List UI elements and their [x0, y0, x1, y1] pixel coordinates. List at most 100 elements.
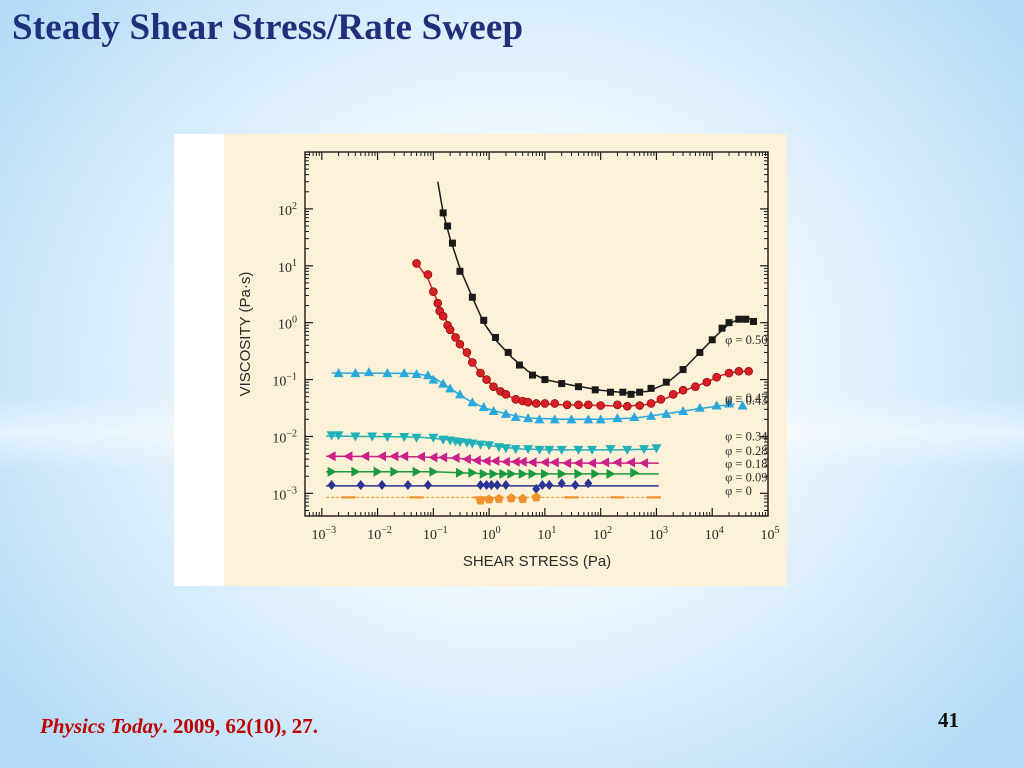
series-0-point — [591, 386, 599, 394]
series-4-point — [539, 457, 549, 468]
citation-details: . 2009, 62(10), 27. — [162, 714, 319, 738]
series-4-point — [549, 457, 559, 468]
x-tick-label: 104 — [705, 525, 724, 543]
series-4-point — [510, 456, 520, 467]
series-2-point — [363, 367, 374, 377]
series-4-point — [527, 457, 537, 468]
series-2-point — [678, 406, 689, 416]
series-6-point — [377, 480, 386, 491]
citation-journal: Physics Today — [40, 714, 163, 738]
series-4-point — [461, 454, 471, 465]
series-0-point — [696, 348, 704, 356]
series-1-point — [476, 368, 485, 378]
series-0-point — [718, 324, 726, 332]
series-1-point — [455, 339, 465, 349]
series-4-point — [415, 451, 425, 462]
series-1-point — [523, 397, 533, 407]
series-3-point — [639, 445, 650, 455]
series-6-point — [487, 480, 496, 491]
y-axis-title: VISCOSITY (Pa·s) — [237, 272, 254, 397]
series-1-point — [550, 399, 560, 408]
series-1-label: φ = 0.47 — [725, 391, 767, 405]
series-5-point — [499, 468, 509, 479]
series-3-point — [438, 435, 449, 445]
series-0-point — [679, 366, 687, 374]
x-axis-title: SHEAR STRESS (Pa) — [463, 553, 611, 570]
series-6-point — [423, 480, 432, 491]
series-3-point — [382, 432, 393, 442]
series-5-point — [630, 467, 640, 478]
series-1-point — [574, 400, 583, 410]
series-0-point — [444, 222, 452, 230]
series-0-point — [742, 315, 750, 323]
series-1-point — [656, 395, 666, 404]
series-0-point — [735, 315, 743, 323]
series-1-point — [724, 368, 734, 378]
series-3-point — [399, 432, 410, 442]
series-6-point — [538, 480, 547, 491]
series-1-point — [668, 390, 678, 399]
series-1-point — [678, 385, 688, 395]
series-2-point — [399, 368, 410, 378]
series-1-point — [734, 366, 744, 376]
series-1-point — [501, 390, 511, 399]
series-5-point — [351, 466, 361, 477]
series-5-point — [412, 466, 422, 477]
series-3-point — [411, 433, 422, 443]
series-4-point — [428, 452, 438, 463]
series-5-point — [606, 468, 616, 479]
series-3-point — [573, 445, 584, 455]
series-2-point — [454, 389, 465, 399]
series-7-point — [494, 493, 504, 503]
series-1-point — [489, 382, 498, 391]
series-0-point — [480, 316, 488, 324]
series-1-point — [412, 259, 421, 268]
x-tick-label: 101 — [537, 525, 556, 543]
series-0-point — [725, 319, 733, 327]
series-7-point — [475, 495, 486, 505]
series-6-point — [545, 480, 554, 491]
series-1-point — [468, 358, 477, 367]
series-6-point — [403, 480, 412, 491]
series-3-point — [333, 431, 344, 441]
series-2-point — [661, 408, 672, 418]
series-0-point — [619, 388, 627, 396]
series-5-point — [390, 466, 400, 477]
series-4-point — [500, 456, 510, 467]
y-tick-label: 100 — [278, 315, 297, 333]
series-2-point — [583, 414, 594, 424]
series-2-point — [629, 411, 640, 421]
series-1-point — [646, 399, 656, 408]
series-0-point — [515, 361, 523, 369]
figure-frame: 10−3 10−2 10−1 100 101 102 103 104 105 10−3 10−2 10… — [174, 134, 787, 586]
series-1-point — [433, 298, 443, 308]
x-tick-label: 102 — [593, 525, 612, 543]
series-7-label: φ = 0 — [725, 484, 752, 498]
series-4-point — [517, 456, 527, 467]
series-4-point — [481, 456, 491, 467]
x-tick-label: 100 — [482, 525, 501, 543]
series-2-point — [646, 410, 657, 420]
series-4-point — [343, 451, 353, 462]
series-4-label: φ = 0.28 — [725, 444, 767, 458]
series-0-point — [529, 371, 537, 379]
series-4-point — [587, 458, 597, 469]
series-4-point — [639, 458, 649, 469]
series-4-point — [360, 451, 370, 462]
citation: Physics Today. 2009, 62(10), 27. — [40, 714, 318, 739]
series-4-point — [490, 456, 500, 467]
series-5-point — [455, 467, 465, 478]
series-0-point — [574, 383, 582, 391]
y-tick-label: 10−1 — [272, 372, 297, 390]
series-1-point — [583, 400, 593, 410]
series-5-point — [489, 468, 499, 479]
series-3-point — [556, 445, 567, 455]
series-2-point — [333, 368, 344, 378]
series-5-point — [540, 468, 550, 479]
x-tick-label: 10−1 — [423, 525, 448, 543]
series-4-point — [326, 451, 336, 462]
series-3-point — [326, 431, 337, 441]
series-0-point — [636, 388, 644, 396]
series-3-point — [500, 444, 511, 454]
y-tick-label: 10−2 — [272, 428, 297, 446]
